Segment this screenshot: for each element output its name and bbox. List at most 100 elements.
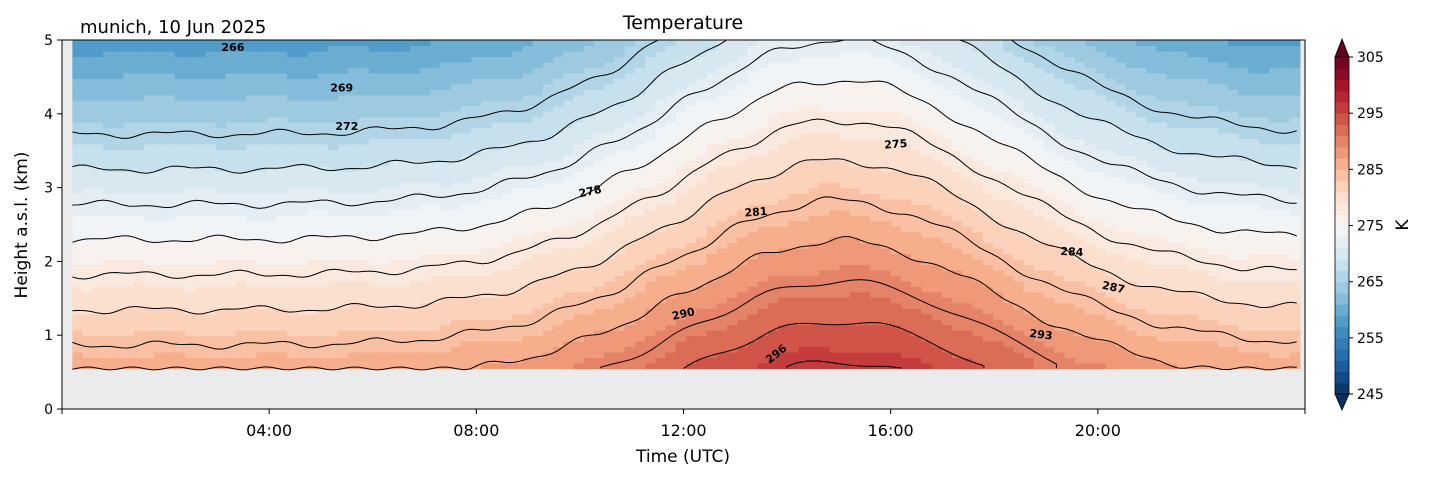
heatmap-cell bbox=[461, 94, 472, 101]
heatmap-cell bbox=[317, 83, 329, 90]
heatmap-cell bbox=[634, 362, 646, 370]
heatmap-cell bbox=[317, 133, 329, 140]
heatmap-cell bbox=[819, 154, 830, 162]
heatmap-cell bbox=[727, 116, 738, 123]
heatmap-cell bbox=[276, 111, 288, 118]
heatmap-cell bbox=[491, 308, 503, 315]
heatmap-cell bbox=[870, 165, 882, 172]
heatmap-cell bbox=[409, 297, 421, 304]
heatmap-cell bbox=[481, 182, 493, 189]
heatmap-cell bbox=[174, 204, 186, 211]
heatmap-cell bbox=[287, 313, 298, 320]
heatmap-cell bbox=[92, 182, 104, 189]
heatmap-cell bbox=[839, 160, 851, 167]
heatmap-cell bbox=[481, 89, 493, 96]
heatmap-cell bbox=[594, 247, 605, 255]
heatmap-cell bbox=[614, 357, 626, 364]
heatmap-cell bbox=[205, 127, 217, 134]
heatmap-cell bbox=[450, 242, 462, 249]
heatmap-cell bbox=[266, 193, 278, 200]
heatmap-cell bbox=[757, 45, 769, 52]
heatmap-cell bbox=[624, 297, 636, 304]
heatmap-cell bbox=[276, 100, 288, 107]
heatmap-cell bbox=[236, 280, 247, 287]
heatmap-cell bbox=[440, 149, 452, 156]
heatmap-cell bbox=[583, 204, 595, 211]
heatmap-cell bbox=[461, 40, 472, 47]
heatmap-cell bbox=[491, 204, 503, 211]
heatmap-cell bbox=[338, 264, 350, 271]
heatmap-cell bbox=[880, 127, 892, 134]
heatmap-cell bbox=[819, 187, 830, 194]
heatmap-cell bbox=[266, 324, 278, 331]
heatmap-cell bbox=[430, 313, 442, 320]
heatmap-cell bbox=[123, 275, 135, 282]
heatmap-cell bbox=[276, 357, 288, 364]
heatmap-cell bbox=[205, 286, 217, 293]
heatmap-cell bbox=[154, 324, 166, 331]
heatmap-cell bbox=[532, 187, 544, 194]
heatmap-cell bbox=[614, 237, 626, 244]
heatmap-cell bbox=[778, 209, 789, 216]
heatmap-cell bbox=[92, 226, 104, 233]
heatmap-cell bbox=[767, 308, 779, 315]
heatmap-cell bbox=[553, 209, 564, 216]
heatmap-cell bbox=[256, 215, 268, 222]
heatmap-cell bbox=[839, 324, 851, 331]
heatmap-cell bbox=[696, 297, 708, 304]
heatmap-cell bbox=[890, 215, 902, 222]
heatmap-cell bbox=[675, 351, 687, 359]
heatmap-cell bbox=[92, 116, 104, 123]
heatmap-cell bbox=[307, 253, 319, 260]
heatmap-cell bbox=[737, 280, 749, 287]
heatmap-cell bbox=[379, 209, 391, 216]
heatmap-cell bbox=[675, 308, 687, 315]
heatmap-cell bbox=[297, 297, 309, 304]
heatmap-cell bbox=[143, 111, 155, 118]
heatmap-cell bbox=[808, 160, 820, 167]
heatmap-cell bbox=[184, 149, 196, 156]
heatmap-cell bbox=[307, 40, 319, 47]
heatmap-cell bbox=[624, 247, 636, 255]
heatmap-cell bbox=[205, 56, 217, 63]
heatmap-cell bbox=[532, 220, 544, 227]
heatmap-cell bbox=[369, 176, 380, 183]
heatmap-cell bbox=[297, 242, 309, 249]
heatmap-cell bbox=[420, 269, 431, 276]
heatmap-cell bbox=[225, 351, 237, 359]
heatmap-cell bbox=[624, 133, 636, 140]
heatmap-cell bbox=[266, 116, 278, 123]
heatmap-cell bbox=[542, 324, 554, 331]
heatmap-cell bbox=[859, 78, 871, 85]
heatmap-cell bbox=[839, 264, 851, 271]
heatmap-cell bbox=[788, 209, 800, 216]
heatmap-cell bbox=[880, 335, 892, 342]
heatmap-cell bbox=[399, 253, 411, 260]
heatmap-cell bbox=[655, 187, 667, 194]
heatmap-cell bbox=[399, 133, 411, 140]
heatmap-cell bbox=[358, 160, 370, 167]
heatmap-cell bbox=[471, 280, 483, 287]
heatmap-cell bbox=[747, 67, 759, 74]
heatmap-cell bbox=[849, 258, 861, 266]
heatmap-cell bbox=[133, 226, 145, 233]
heatmap-cell bbox=[471, 193, 483, 200]
heatmap-cell bbox=[358, 72, 370, 79]
heatmap-cell bbox=[604, 237, 616, 244]
heatmap-cell bbox=[819, 176, 830, 183]
heatmap-cell bbox=[379, 89, 391, 96]
heatmap-cell bbox=[164, 362, 176, 370]
heatmap-cell bbox=[757, 280, 769, 287]
heatmap-cell bbox=[461, 122, 472, 129]
heatmap-cell bbox=[164, 346, 176, 353]
heatmap-cell bbox=[256, 83, 268, 90]
heatmap-cell bbox=[297, 193, 309, 200]
heatmap-cell bbox=[205, 198, 217, 205]
heatmap-cell bbox=[123, 56, 135, 63]
heatmap-cell bbox=[154, 127, 166, 134]
heatmap-cell bbox=[880, 50, 892, 58]
heatmap-cell bbox=[634, 187, 646, 194]
heatmap-cell bbox=[103, 242, 114, 249]
heatmap-cell bbox=[236, 291, 247, 298]
heatmap-cell bbox=[389, 50, 401, 58]
